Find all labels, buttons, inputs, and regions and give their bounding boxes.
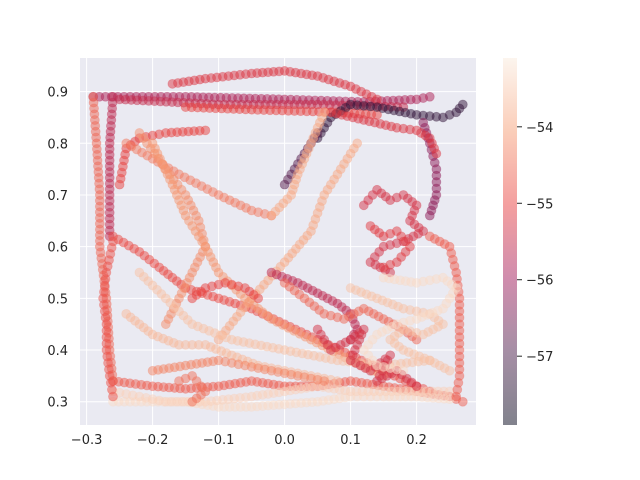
scatter-point <box>200 125 211 136</box>
scatter-point <box>424 210 435 221</box>
scatter-point <box>160 319 171 330</box>
x-tick-label: 0.2 <box>406 433 427 448</box>
y-tick-label: 0.6 <box>47 241 68 256</box>
y-tick-label: 0.3 <box>47 396 68 411</box>
x-tick-label: −0.1 <box>203 433 235 448</box>
y-tick-label: 0.4 <box>47 344 68 359</box>
scatter-point <box>352 138 363 149</box>
scatter-point <box>332 376 343 386</box>
x-axis: −0.3 −0.2 −0.1 0.0 0.1 0.2 <box>71 433 427 448</box>
scatter-point <box>378 262 389 273</box>
scatter-point <box>319 376 330 386</box>
x-tick-label: −0.2 <box>137 433 169 448</box>
scatter-point <box>174 376 184 386</box>
y-axis: 0.3 0.4 0.5 0.6 0.7 0.8 0.9 <box>47 86 68 411</box>
scatter-point <box>457 396 468 407</box>
scatter-point <box>444 365 455 376</box>
scatter-point <box>431 148 442 159</box>
x-tick-label: −0.3 <box>71 433 103 448</box>
scatter-point <box>457 99 468 110</box>
x-tick-label: 0.0 <box>274 433 295 448</box>
scatter-point <box>319 107 330 118</box>
x-tick-label: 0.1 <box>340 433 361 448</box>
scatter-point <box>398 365 409 376</box>
data-points <box>88 66 468 412</box>
colorbar-tick-label: −57 <box>526 350 553 365</box>
y-tick-label: 0.7 <box>47 189 68 204</box>
colorbar-tick-label: −55 <box>526 197 553 212</box>
colorbar-tick-label: −54 <box>526 121 553 136</box>
scatter-point <box>451 391 462 402</box>
colorbar <box>503 58 517 425</box>
y-tick-label: 0.5 <box>47 292 68 307</box>
scatter-point <box>108 391 118 402</box>
scatter-point <box>411 381 422 392</box>
y-tick-label: 0.8 <box>47 137 68 152</box>
scatter-point <box>253 293 264 304</box>
y-tick-label: 0.9 <box>47 86 68 101</box>
colorbar-tick-label: −56 <box>526 274 553 289</box>
scatter-point <box>424 91 435 102</box>
colorbar-axis: −57 −56 −55 −54 <box>517 121 553 365</box>
